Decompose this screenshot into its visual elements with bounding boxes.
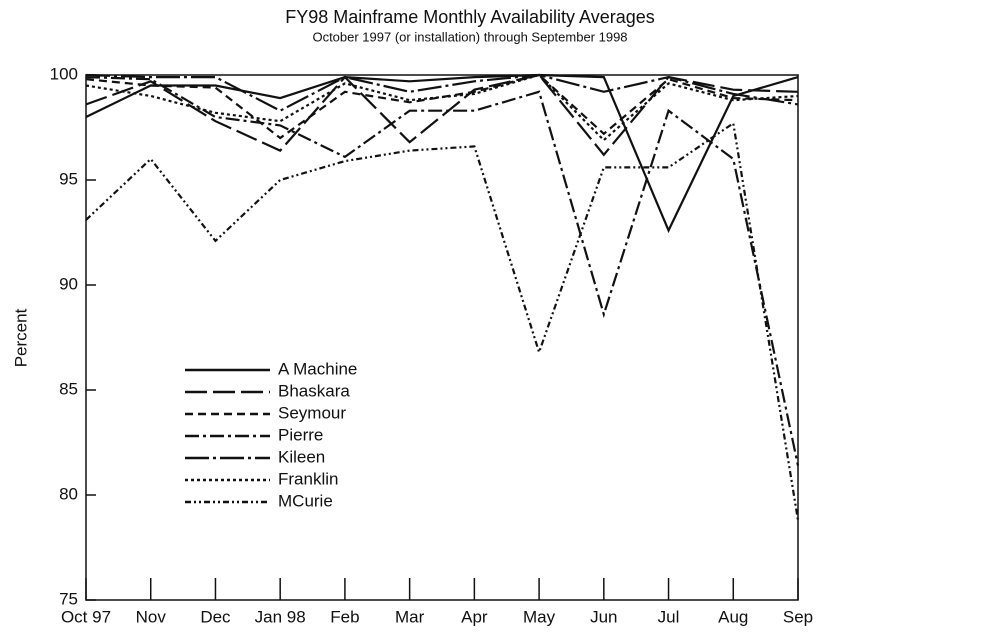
legend-label: MCurie	[278, 491, 333, 510]
x-tick-label: Jul	[658, 607, 680, 626]
x-tick-label: Dec	[200, 607, 231, 626]
y-tick-label: 95	[59, 169, 78, 188]
series-line	[85, 121, 800, 521]
x-tick-label: May	[523, 607, 556, 626]
x-tick-label: Jan 98	[255, 607, 306, 626]
x-tick-label: Mar	[395, 607, 425, 626]
x-tick-label: Jun	[590, 607, 617, 626]
series-line	[85, 73, 799, 142]
x-tick-label: Oct 97	[61, 607, 111, 626]
legend-label: Seymour	[278, 403, 346, 422]
series-line	[85, 73, 799, 234]
x-tick-label: Feb	[330, 607, 359, 626]
y-axis-label: Percent	[11, 308, 30, 367]
legend-label: Kileen	[278, 447, 325, 466]
x-tick-label: Nov	[136, 607, 167, 626]
series-line	[85, 73, 799, 112]
chart-title: FY98 Mainframe Monthly Availability Aver…	[285, 7, 655, 27]
series-line	[85, 73, 799, 140]
legend-label: A Machine	[278, 359, 357, 378]
legend-label: Franklin	[278, 469, 338, 488]
y-tick-label: 100	[50, 64, 78, 83]
plot-frame	[85, 74, 799, 601]
y-tick-label: 75	[59, 589, 78, 608]
y-tick-label: 80	[59, 484, 78, 503]
legend-label: Pierre	[278, 425, 323, 444]
y-tick-label: 85	[59, 379, 78, 398]
x-tick-label: Sep	[783, 607, 813, 626]
series-line	[85, 76, 800, 466]
chart-subtitle: October 1997 (or installation) through S…	[312, 29, 627, 44]
x-tick-label: Aug	[718, 607, 748, 626]
y-tick-label: 90	[59, 274, 78, 293]
legend-label: Bhaskara	[278, 381, 350, 400]
x-tick-label: Apr	[461, 607, 488, 626]
